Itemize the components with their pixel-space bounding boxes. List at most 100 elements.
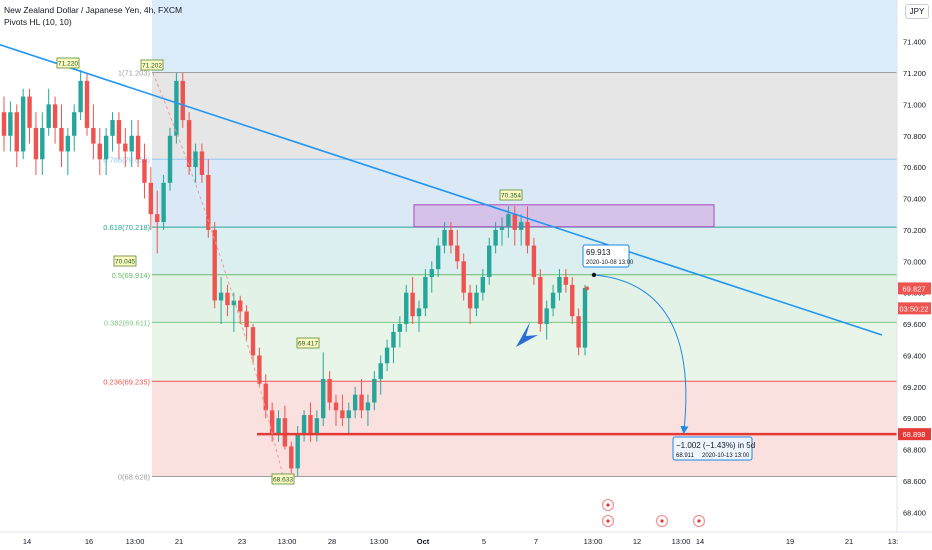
candle-body [525,222,530,246]
fib-band [152,227,897,275]
resistance-zone[interactable] [413,204,715,228]
candle-body [212,229,217,301]
candle-body [308,415,313,434]
time-tick-label: 13:00 [126,537,145,546]
candle-body [282,418,288,447]
time-tick-label: 28 [328,537,336,546]
price-tick-label: 70.000 [903,257,926,266]
time-tick-label: 21 [175,537,183,546]
candle-body [72,112,77,136]
event-marker-dot [660,519,664,523]
fibonacci-retracement[interactable]: 1(71.203) 0.786(70.650) 0.618(70.218) 0.5(6… [103,69,897,482]
candle-body [499,226,505,230]
fib-band [152,274,897,323]
candle-body [467,292,473,309]
candle-body [103,135,109,160]
currency-button[interactable]: JPY [905,4,929,19]
candle-body [78,80,83,113]
candle-body [327,378,332,403]
candle-body [193,151,198,168]
candle-body [257,355,262,384]
candle-body [199,151,205,175]
price-label-text: 03:50:22 [899,304,928,313]
upper-fib-area [152,0,897,73]
candle-body [410,292,415,317]
candle-body [429,269,434,277]
time-axis[interactable]: 14 16 13:00 21 23 13:00 28 13:00 Oct 5 7 13:00 12 13:… [0,531,932,550]
candle-body [263,383,268,411]
candle-body [391,331,396,348]
candle-body [276,418,281,434]
pivot-label: 69.417 [296,337,320,349]
pivot-label-text: 69.417 [298,341,318,348]
candle-body [27,96,32,128]
resistance-zone-box [413,204,715,228]
price-tick-label: 69.400 [903,351,926,360]
candle-body [570,284,575,317]
forecast-start-price: 69.913 [586,248,611,257]
time-tick-label: 14 [23,537,31,546]
candle-body [238,300,243,312]
candle-body [244,311,249,328]
candle-body [46,104,51,128]
forecast-end-price: 68.911 [676,453,695,459]
event-marker-dot [606,519,610,523]
pivot-label-box [113,255,137,267]
candle-body [91,127,96,144]
drawings[interactable]: 69.913 2020-10-08 13:00 −1.002 (−1.43%) in… [0,43,897,485]
candle-body [20,96,26,152]
candle-body [550,292,556,309]
candle-body [455,245,460,262]
pivot-label: 70.045 [113,255,137,267]
forecast-start-label: 69.913 2020-10-08 13:00 [582,244,634,268]
candle-body [404,292,409,325]
time-tick-label: 13:00 [672,537,691,546]
time-axis-background [0,532,932,550]
fib-band [152,322,897,382]
forecast-end-date: 2020-10-13 13:00 [702,453,750,459]
candle-body [531,245,537,277]
economic-events[interactable] [601,498,706,528]
pivot-label-box [499,189,523,201]
candle-body [123,143,128,152]
price-tick-label: 69.000 [903,414,926,423]
indicator-legend[interactable]: Pivots HL (10, 10) [4,17,72,27]
candle-body [289,446,294,469]
fib-band [152,72,897,160]
candle-body [518,222,524,230]
fib-band [152,381,897,477]
candle-body [59,127,64,152]
candle-body [474,292,479,309]
candle-body [321,378,326,419]
candle-body [506,214,511,227]
symbol-title[interactable]: New Zealand Dollar / Japanese Yen, 4h, F… [4,5,183,15]
event-marker-dot [606,503,610,507]
candles [1,69,588,477]
candle-body [544,308,549,325]
price-tick-label: 71.200 [903,69,926,78]
candle-body [557,276,562,293]
time-tick-label: 13:00 [584,537,603,546]
time-tick-label: 7 [534,537,538,546]
candle-body [206,174,211,230]
candle-body [14,112,19,152]
candle-body [135,135,141,160]
candle-body [538,276,543,325]
candle-body [397,324,403,332]
candle-body [180,80,185,121]
candle-body [448,229,454,246]
time-tick-label: Oct [417,537,430,546]
pivot-label-box [56,57,80,69]
pivot-label-text: 70.045 [115,259,135,266]
pivot-label-box [296,337,320,349]
candle-body [110,120,115,136]
pivot-label-text: 70.354 [501,193,521,200]
forecast-end-box [672,436,753,461]
price-tick-label: 69.200 [903,383,926,392]
price-axis[interactable]: 71.400 71.200 71.000 70.800 70.600 70.400 70.2… [896,0,932,550]
candle-body [1,112,7,136]
candle-body [148,182,154,215]
candle-body [576,316,581,348]
candle-body [365,402,371,411]
